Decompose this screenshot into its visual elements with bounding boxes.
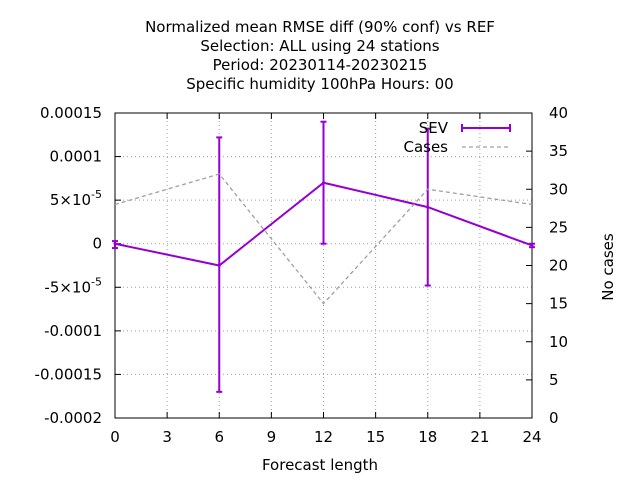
title-line: Normalized mean RMSE diff (90% conf) vs … (145, 18, 495, 36)
y-left-tick-label-base: -0.0002 (44, 409, 102, 427)
data-point (426, 205, 430, 209)
y-left-tick-label: 0 (92, 235, 102, 253)
x-tick-label: 21 (470, 428, 489, 446)
y-right-tick-label: 40 (549, 104, 568, 122)
y-right-tick-label: 10 (549, 333, 568, 351)
chart-title: Normalized mean RMSE diff (90% conf) vs … (145, 18, 495, 93)
x-axis-label: Forecast length (262, 456, 378, 474)
title-line: Selection: ALL using 24 stations (200, 37, 439, 55)
axes: 0 3 6 9 12 15 18 21 240.000150.00015×10-50-5×10-… (35, 104, 569, 446)
x-tick-label: 24 (522, 428, 541, 446)
y-left-tick-label: 0.0001 (50, 148, 103, 166)
x-tick-label: 6 (214, 428, 224, 446)
x-tick-label: 15 (366, 428, 385, 446)
x-tick-label: 18 (418, 428, 437, 446)
y-left-tick-label: -5×10-5 (44, 275, 102, 296)
y-right-tick-label: 5 (549, 371, 559, 389)
y-left-tick-label-base: 0.0001 (50, 148, 103, 166)
y-right-tick-label: 20 (549, 257, 568, 275)
y-right-tick-label: 0 (549, 409, 559, 427)
series (112, 120, 535, 393)
y-left-tick-label-base: -0.0001 (44, 322, 102, 340)
y-left-tick-label-base: -5×10 (44, 278, 91, 296)
title-line: Period: 20230114-20230215 (213, 56, 428, 74)
y-right-tick-label: 25 (549, 218, 568, 236)
y-left-tick-label-base: 0.00015 (40, 104, 102, 122)
y-right-tick-label: 35 (549, 142, 568, 160)
right-axis-label: No cases (599, 233, 617, 301)
x-tick-label: 12 (314, 428, 333, 446)
y-right-tick-label: 15 (549, 295, 568, 313)
y-left-tick-label: -0.0001 (44, 322, 102, 340)
y-left-tick-label: -0.0002 (44, 409, 102, 427)
data-point (217, 264, 221, 267)
y-right-tick-label: 30 (549, 180, 568, 198)
y-left-tick-label: 5×10-5 (50, 188, 102, 209)
y-left-tick-label-exponent: -5 (91, 275, 102, 288)
data-point (530, 243, 534, 247)
x-tick-label: 0 (110, 428, 120, 446)
y-left-tick-label: 0.00015 (40, 104, 102, 122)
y-left-tick-label-exponent: -5 (91, 188, 102, 201)
y-left-tick-label-base: 0 (92, 235, 102, 253)
legend-label: SEV (419, 119, 449, 137)
y-left-tick-label: -0.00015 (35, 365, 102, 383)
series-line-cases (114, 173, 533, 305)
legend-label: Cases (403, 138, 448, 156)
y-left-tick-label-base: 5×10 (50, 191, 91, 209)
y-left-tick-label-base: -0.00015 (35, 365, 102, 383)
data-point (113, 242, 117, 246)
data-point (322, 181, 325, 185)
title-line: Specific humidity 100hPa Hours: 00 (186, 75, 453, 93)
x-tick-label: 9 (267, 428, 277, 446)
x-tick-label: 3 (162, 428, 172, 446)
